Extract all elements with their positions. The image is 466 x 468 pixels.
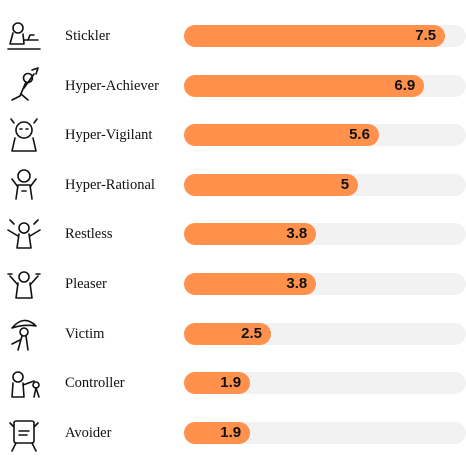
data-label: 1.9 — [220, 374, 242, 392]
category-label: Hyper-Achiever — [65, 77, 159, 94]
chart-row: Controller 1.9 — [0, 358, 466, 408]
bar — [184, 322, 272, 345]
avoider-icon — [4, 413, 44, 453]
chart-row: Restless 3.8 — [0, 209, 466, 259]
category-label: Stickler — [65, 28, 111, 44]
bar-track — [184, 421, 466, 444]
category-label: Avoider — [65, 424, 112, 441]
bar — [184, 223, 317, 246]
chart-row: Avoider 1.9 — [0, 408, 466, 458]
chart-row: Victim 2.5 — [0, 309, 466, 359]
bar — [184, 25, 446, 47]
victim-icon — [4, 314, 44, 354]
data-label: 1.9 — [220, 423, 242, 441]
category-label: Controller — [65, 375, 125, 392]
data-label: 5 — [340, 175, 350, 193]
chart-row: Hyper-Achiever 6.9 — [0, 61, 466, 111]
hyper-rational-icon — [4, 165, 44, 205]
data-label: 3.8 — [286, 225, 308, 243]
data-label: 6.9 — [394, 76, 416, 94]
bar — [184, 173, 359, 196]
restless-icon — [4, 214, 44, 254]
category-label: Hyper-Rational — [65, 176, 155, 193]
chart-row: Stickler 7.5 — [0, 11, 466, 61]
data-label: 2.5 — [241, 324, 263, 342]
data-label: 7.5 — [415, 27, 437, 44]
chart-row: Pleaser 3.8 — [0, 259, 466, 309]
bar — [184, 372, 251, 395]
chart-row: Hyper-Rational 5 — [0, 160, 466, 210]
data-label: 3.8 — [286, 275, 308, 292]
category-label: Victim — [65, 325, 105, 342]
bar — [184, 74, 425, 97]
bar — [184, 273, 317, 295]
stickler-icon — [4, 16, 44, 56]
bar-track — [184, 372, 466, 395]
category-label: Restless — [65, 226, 113, 243]
hyper-vigilant-icon — [4, 115, 44, 155]
data-label: 5.6 — [349, 126, 370, 144]
category-label: Hyper-Vigilant — [65, 127, 153, 144]
hyper-achiever-icon — [4, 66, 44, 106]
pleaser-icon — [4, 264, 44, 304]
bar — [184, 421, 251, 444]
chart-row: Hyper-Vigilant 5.6 — [0, 110, 466, 160]
controller-icon — [4, 363, 44, 403]
bar — [184, 124, 379, 147]
category-label: Pleaser — [65, 276, 107, 292]
